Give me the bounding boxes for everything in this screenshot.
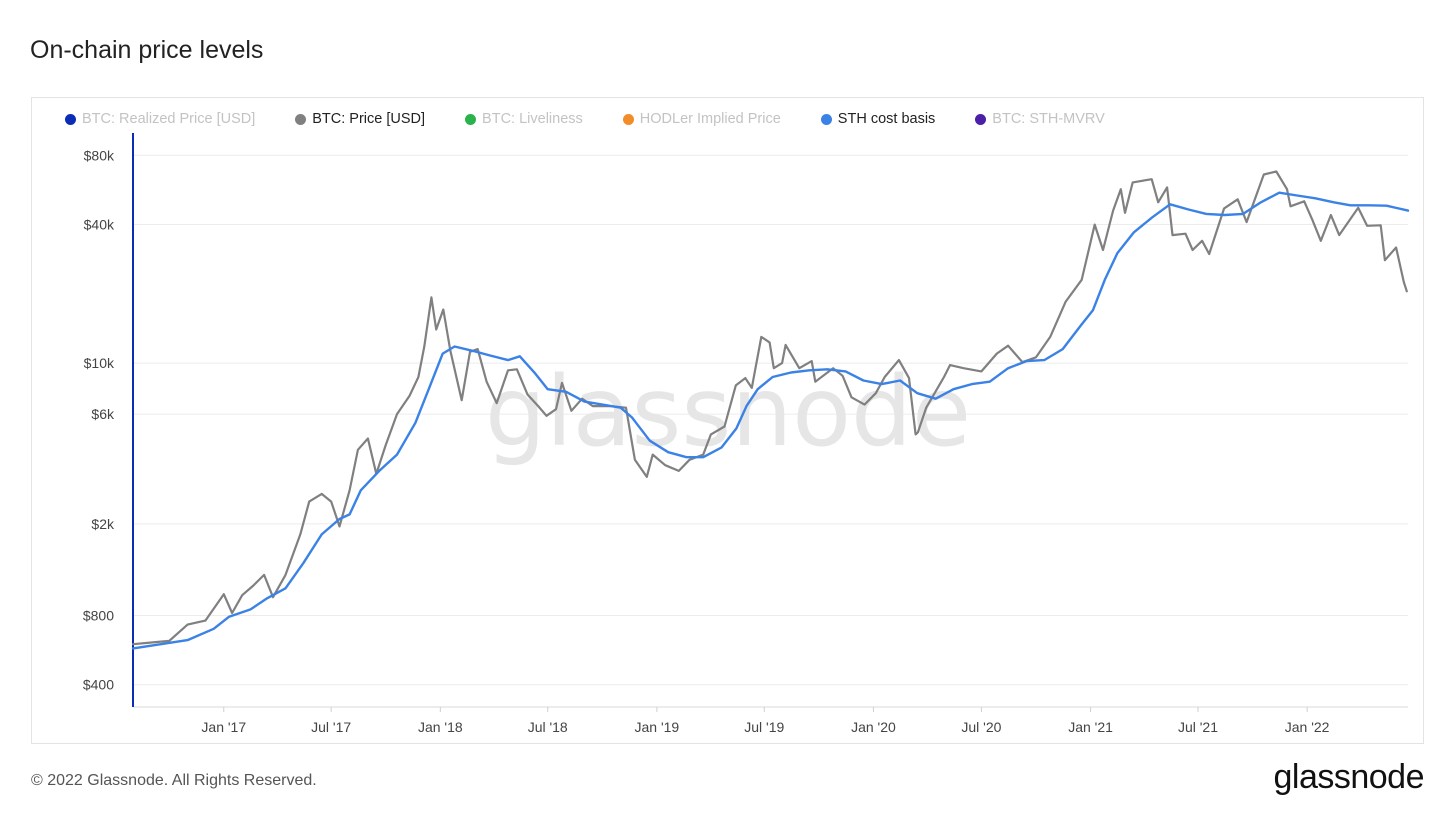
y-tick-label: $800 [83,607,114,623]
y-tick-label: $80k [84,147,115,163]
legend-label: HODLer Implied Price [639,111,781,127]
y-tick-label: $10k [84,355,115,371]
legend-label: STH cost basis [837,111,936,127]
legend-item-sth-mvrv[interactable]: BTC: STH-MVRV [975,111,1105,127]
y-tick-label: $400 [83,677,114,693]
legend-dot-icon [465,113,477,125]
x-tick-label: Jan '19 [635,719,680,735]
legend-dot-icon [975,113,987,125]
legend-item-hodler-implied-price[interactable]: HODLer Implied Price [622,111,781,127]
legend-item-realized-price[interactable]: BTC: Realized Price [USD] [65,111,255,127]
y-tick-label: $6k [91,406,115,422]
x-tick-label: Jul '19 [744,719,784,735]
page-title: On-chain price levels [30,36,264,64]
x-tick-label: Jan '21 [1068,719,1113,735]
legend-item-price[interactable]: BTC: Price [USD] [295,111,425,127]
legend-dot-icon [295,113,307,125]
x-tick-label: Jan '18 [418,719,463,735]
x-tick-label: Jan '17 [201,719,246,735]
legend-item-sth-cost-basis[interactable]: STH cost basis [820,111,936,127]
legend-label: BTC: STH-MVRV [992,111,1105,127]
x-tick-label: Jul '17 [311,719,351,735]
y-tick-label: $40k [84,217,115,233]
x-axis: Jan '17 Jul '17 Jan '18 Jul '18 Jan '19 Jul '… [133,706,1408,735]
legend-dot-icon [820,113,832,125]
legend-dot-icon [65,113,76,125]
x-tick-label: Jul '20 [961,719,1001,735]
gridlines [133,154,1408,686]
legend-label: BTC: Liveliness [482,111,583,127]
x-tick-label: Jul '18 [528,719,568,735]
chart-legend: BTC: Realized Price [USD] BTC: Price [US… [65,111,1145,127]
series-lines [131,170,1410,650]
legend-label: BTC: Realized Price [USD] [82,111,256,127]
series-line-sth-cost-basis [131,191,1410,650]
legend-dot-icon [622,113,634,125]
x-tick-label: Jul '21 [1178,719,1218,735]
glassnode-logo[interactable]: glassnode [1273,758,1424,796]
x-tick-label: Jan '20 [851,719,896,735]
footer-copyright: © 2022 Glassnode. All Rights Reserved. [31,772,317,789]
x-tick-label: Jan '22 [1285,719,1330,735]
chart-frame [31,97,1424,744]
legend-label: BTC: Price [USD] [312,111,426,127]
y-axis: $400 $800 $2k $6k $10k $40k $80k [83,147,115,692]
y-tick-label: $2k [91,516,115,532]
legend-item-liveliness[interactable]: BTC: Liveliness [465,111,583,127]
series-line-btc-price [131,170,1408,646]
